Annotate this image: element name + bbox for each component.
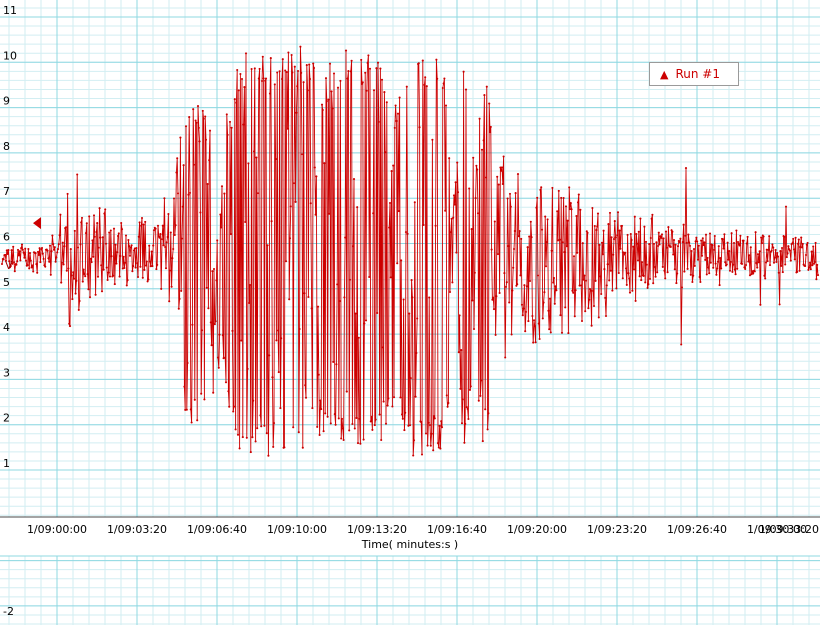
legend-series-label: Run #1 bbox=[675, 67, 720, 81]
legend-series-marker-icon: ▲ bbox=[660, 67, 669, 81]
y-tick-label: 5 bbox=[3, 276, 10, 289]
x-tick-label: 1/09:33:20 bbox=[759, 523, 819, 536]
x-tick-label: 1/09:03:20 bbox=[107, 523, 167, 536]
x-tick-label: 1/09:10:00 bbox=[267, 523, 327, 536]
channel-marker-icon bbox=[33, 217, 41, 230]
y-tick-label: 4 bbox=[3, 321, 10, 334]
y-tick-label: 6 bbox=[3, 231, 10, 244]
y-tick-label: 10 bbox=[3, 49, 17, 62]
x-axis-title: Time( minutes:s ) bbox=[361, 538, 459, 551]
x-tick-label: 1/09:16:40 bbox=[427, 523, 487, 536]
x-tick-label: 1/09:26:40 bbox=[667, 523, 727, 536]
y-tick-label: 9 bbox=[3, 95, 10, 108]
y-axis-unit: V bbox=[5, 259, 13, 272]
x-tick-label: 1/09:13:20 bbox=[347, 523, 407, 536]
legend[interactable]: ▲ Run #1 bbox=[649, 62, 739, 86]
x-tick-label: 1/09:23:20 bbox=[587, 523, 647, 536]
series-run1-points bbox=[0, 45, 820, 457]
y-tick-label: -2 bbox=[3, 605, 14, 618]
x-tick-label: 1/09:06:40 bbox=[187, 523, 247, 536]
y-tick-label: 1 bbox=[3, 457, 10, 470]
y-tick-label: 3 bbox=[3, 366, 10, 379]
y-tick-label: 11 bbox=[3, 4, 17, 17]
x-tick-label: 1/09:20:00 bbox=[507, 523, 567, 536]
x-tick-label: 1/09:00:00 bbox=[27, 523, 87, 536]
x-tick-label: 1/09:30:00 bbox=[747, 523, 807, 536]
y-tick-label: 2 bbox=[3, 412, 10, 425]
y-tick-label: 7 bbox=[3, 185, 10, 198]
y-tick-label: 8 bbox=[3, 140, 10, 153]
